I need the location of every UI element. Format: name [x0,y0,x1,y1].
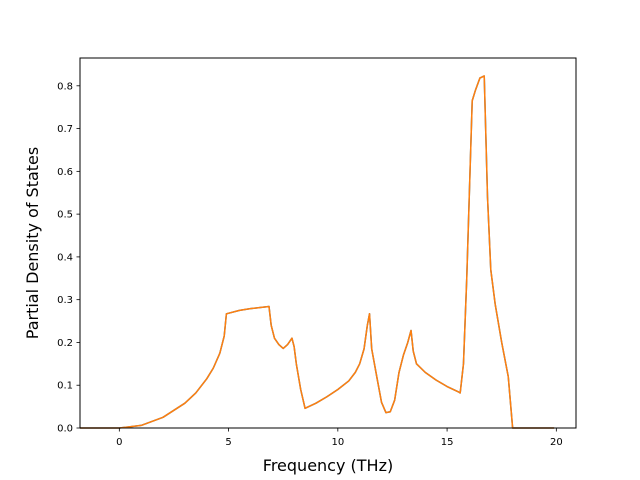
y-tick-label: 0.3 [57,295,73,306]
y-axis-label: Partial Density of States [23,147,42,339]
y-tick-label: 0.7 [57,124,73,135]
x-tick-label: 15 [441,437,454,448]
x-tick-label: 0 [116,437,122,448]
series-line-2 [80,75,555,429]
y-tick-label: 0.2 [57,338,73,349]
x-tick-label: 10 [331,437,344,448]
x-tick-label: 5 [225,437,231,448]
x-axis-label: Frequency (THz) [263,456,393,475]
y-tick-label: 0.4 [57,252,73,263]
y-tick-label: 0.1 [57,381,73,392]
y-tick-label: 0.8 [57,81,73,92]
ticks-layer: 0 5 10 15 20 0.0 0.1 0.2 0.3 0.4 0.5 0.6 0.7 0.8 [57,81,563,448]
plot-frame [79,57,577,429]
y-tick-label: 0.5 [57,210,73,221]
x-tick-label: 20 [550,437,563,448]
y-tick-label: 0.0 [57,424,73,435]
series-layer [80,75,555,429]
y-tick-label: 0.6 [57,167,73,178]
